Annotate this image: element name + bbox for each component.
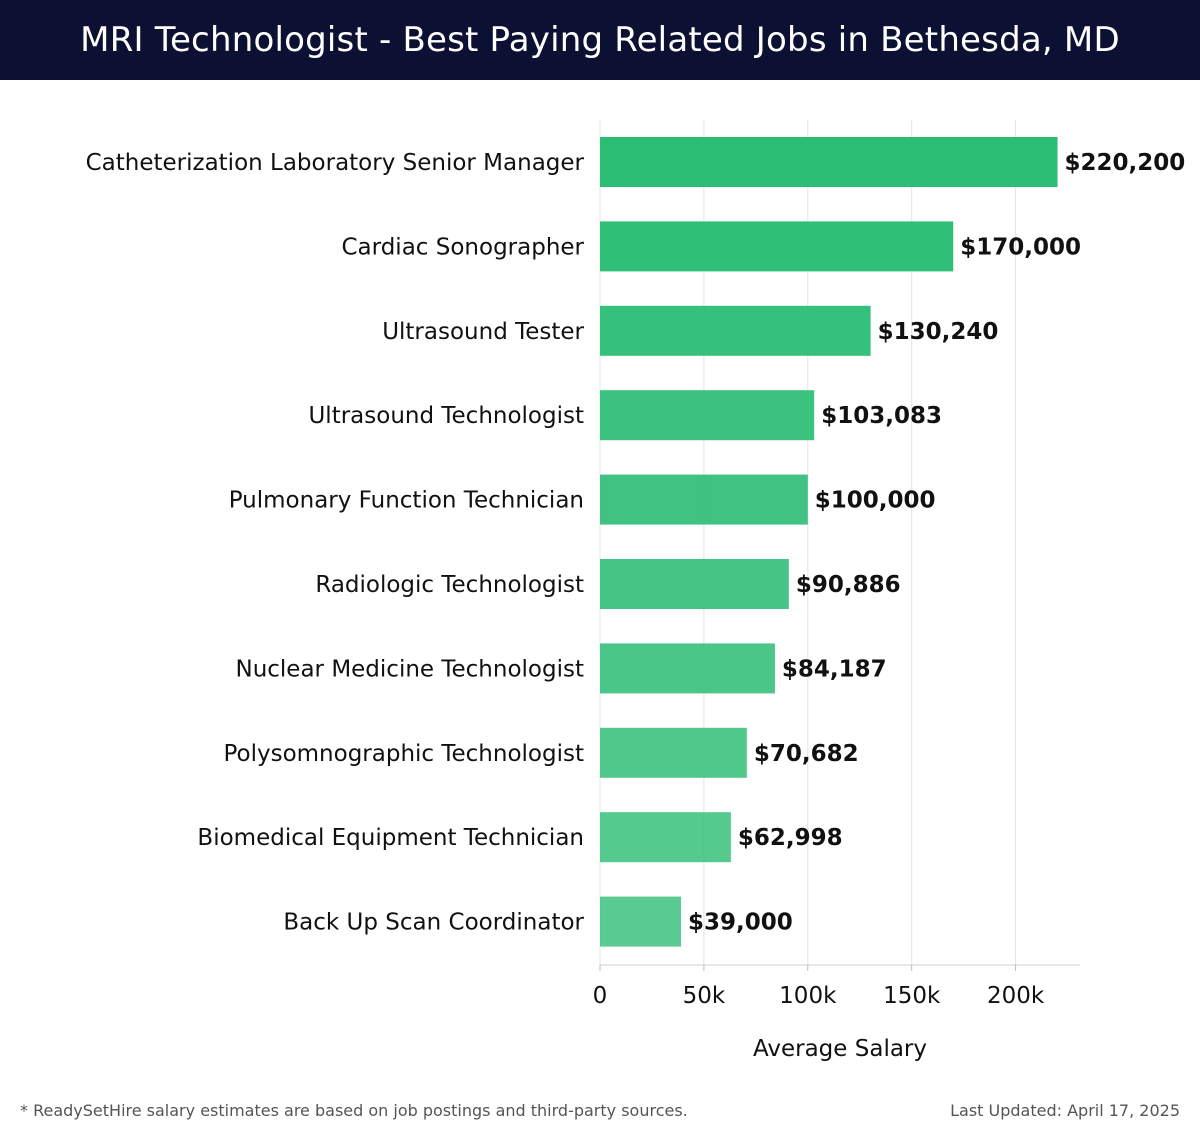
x-tick-label: 150k bbox=[883, 983, 941, 1009]
bar bbox=[600, 812, 731, 863]
category-label: Pulmonary Function Technician bbox=[229, 488, 584, 514]
category-label: Polysomnographic Technologist bbox=[223, 741, 584, 767]
bar bbox=[600, 390, 815, 441]
x-tick-label: 0 bbox=[593, 983, 608, 1009]
value-label: $103,083 bbox=[821, 403, 942, 429]
value-label: $170,000 bbox=[960, 234, 1081, 260]
value-label: $70,682 bbox=[754, 741, 859, 767]
last-updated: Last Updated: April 17, 2025 bbox=[950, 1101, 1180, 1120]
value-label: $130,240 bbox=[878, 319, 999, 345]
x-axis-label: Average Salary bbox=[753, 1036, 927, 1062]
bar bbox=[600, 221, 954, 272]
category-label: Back Up Scan Coordinator bbox=[283, 910, 584, 936]
category-label: Biomedical Equipment Technician bbox=[197, 825, 584, 851]
bars: Catheterization Laboratory Senior Manage… bbox=[86, 137, 1186, 947]
value-label: $90,886 bbox=[796, 572, 901, 598]
category-label: Ultrasound Technologist bbox=[308, 403, 584, 429]
chart-header: MRI Technologist - Best Paying Related J… bbox=[0, 0, 1200, 80]
category-label: Radiologic Technologist bbox=[315, 572, 584, 598]
bar bbox=[600, 474, 808, 525]
value-label: $62,998 bbox=[738, 825, 843, 851]
value-label: $84,187 bbox=[782, 656, 887, 682]
x-tick-label: 200k bbox=[987, 983, 1045, 1009]
bar bbox=[600, 305, 871, 356]
chart-title: MRI Technologist - Best Paying Related J… bbox=[80, 20, 1120, 60]
category-label: Catheterization Laboratory Senior Manage… bbox=[86, 150, 585, 176]
bar bbox=[600, 727, 747, 778]
x-axis: 0 50k 100k 150k 200k bbox=[593, 964, 1080, 1009]
bar bbox=[600, 896, 682, 947]
footer-note: * ReadySetHire salary estimates are base… bbox=[20, 1101, 688, 1120]
value-label: $100,000 bbox=[815, 488, 936, 514]
bar bbox=[600, 643, 775, 694]
x-tick-label: 100k bbox=[779, 983, 837, 1009]
bar-chart: Catheterization Laboratory Senior Manage… bbox=[86, 120, 1186, 1062]
category-label: Nuclear Medicine Technologist bbox=[235, 656, 584, 682]
category-label: Ultrasound Tester bbox=[382, 319, 584, 345]
bar bbox=[600, 137, 1058, 187]
bar bbox=[600, 559, 789, 609]
value-label: $39,000 bbox=[688, 910, 793, 936]
x-tick-label: 50k bbox=[683, 983, 726, 1009]
category-label: Cardiac Sonographer bbox=[342, 234, 585, 260]
value-label: $220,200 bbox=[1065, 150, 1186, 176]
